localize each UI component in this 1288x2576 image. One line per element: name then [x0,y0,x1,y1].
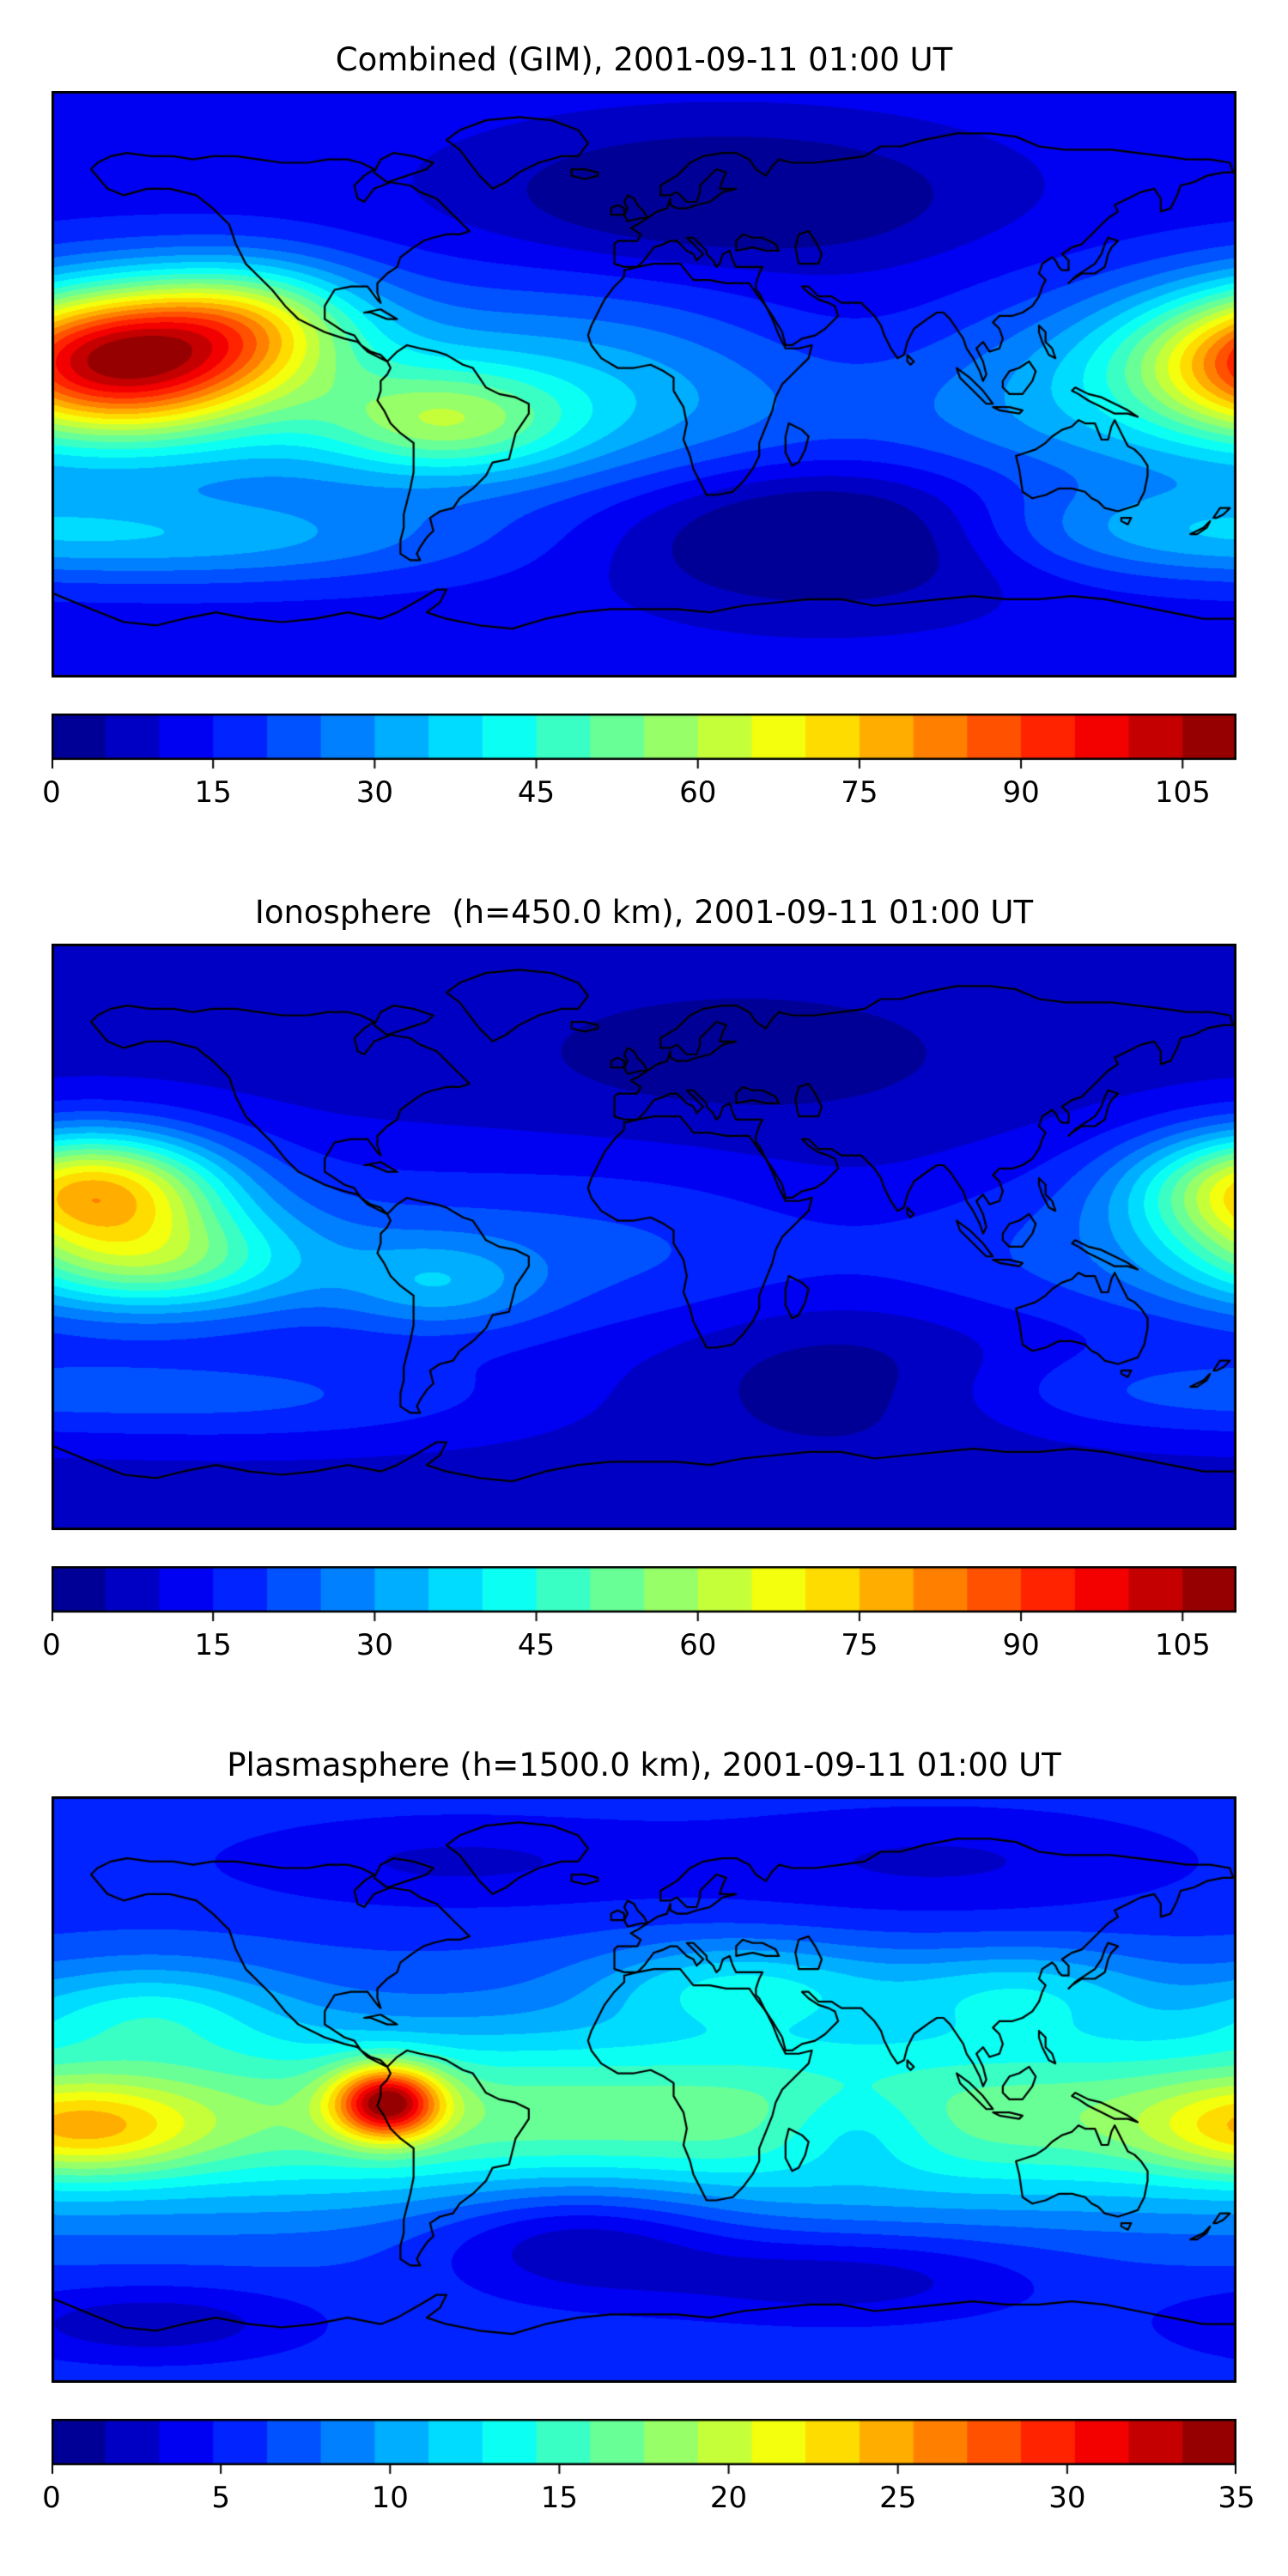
colorbar-tick-label: 0 [42,2481,61,2515]
colorbar-tick-label: 5 [211,2481,230,2515]
colorbar-tick-label: 15 [194,1628,232,1662]
colorbar-tick-label: 10 [371,2481,409,2515]
colorbar-combined [52,714,1236,774]
map-canvas-combined [52,91,1236,677]
colorbar-tick-label: 0 [42,775,61,810]
colorbar-tick-label: 25 [879,2481,917,2515]
colorbar-tick-label: 35 [1218,2481,1255,2515]
colorbar-tick-label: 15 [194,775,232,810]
map-canvas-ionosphere [52,944,1236,1530]
panel-ionosphere: Ionosphere (h=450.0 km), 2001-09-11 01:0… [42,894,1236,1664]
colorbar-ionosphere [52,1566,1236,1626]
colorbar-tick-label: 105 [1154,1628,1211,1662]
colorbar-tick-label: 15 [540,2481,579,2515]
colorbar-tick-label: 0 [42,1628,61,1662]
panel-plasmasphere: Plasmasphere (h=1500.0 km), 2001-09-11 0… [42,1747,1255,2517]
colorbar-ticklabels-ionosphere: 0 15 30 45 60 75 90 105 [42,1626,1236,1664]
colorbar-tick-label: 60 [679,1628,717,1662]
colorbar-tick-label: 45 [517,775,556,810]
colorbar-tick-label: 30 [355,775,393,810]
panel-combined: Combined (GIM), 2001-09-11 01:00 UT 0 15 3… [42,41,1236,811]
colorbar-ticklabels-combined: 0 15 30 45 60 75 90 105 [42,774,1236,811]
colorbar-tick-label: 45 [517,1628,556,1662]
colorbar-tick-label: 105 [1154,775,1211,810]
colorbar-tick-label: 90 [1002,1628,1040,1662]
colorbar-tick-label: 75 [841,1628,878,1662]
colorbar-tick-label: 75 [841,775,878,810]
colorbar-tick-label: 20 [709,2481,748,2515]
panel-title-ionosphere: Ionosphere (h=450.0 km), 2001-09-11 01:0… [254,894,1034,931]
map-canvas-plasmasphere [52,1796,1236,2383]
colorbar-tick-label: 90 [1002,775,1040,810]
colorbar-tick-label: 30 [1048,2481,1086,2515]
figure: Combined (GIM), 2001-09-11 01:00 UT 0 15 3… [42,41,1255,2517]
colorbar-plasmasphere [52,2419,1236,2479]
colorbar-ticklabels-plasmasphere: 0 5 10 15 20 25 30 35 [42,2479,1255,2517]
colorbar-tick-label: 30 [355,1628,393,1662]
colorbar-tick-label: 60 [679,775,717,810]
panel-title-plasmasphere: Plasmasphere (h=1500.0 km), 2001-09-11 0… [227,1747,1061,1783]
panel-title-combined: Combined (GIM), 2001-09-11 01:00 UT [335,41,953,78]
